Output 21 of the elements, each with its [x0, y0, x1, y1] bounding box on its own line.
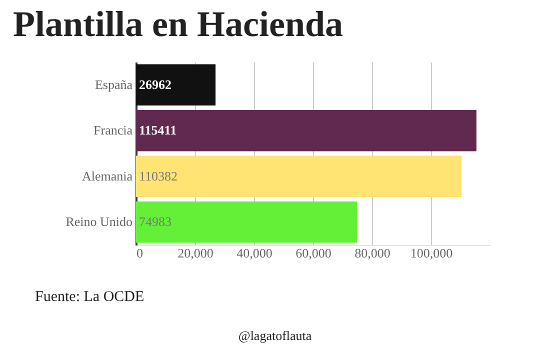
data-label: 74983 — [139, 214, 172, 230]
y-tick-label: Francia — [94, 122, 133, 138]
data-label: 115411 — [139, 122, 177, 138]
chart-title: Plantilla en Hacienda — [13, 4, 344, 44]
data-label: 110382 — [139, 168, 178, 184]
data-label: 26962 — [139, 76, 172, 92]
y-tick-label: Alemania — [82, 168, 133, 184]
y-tick-label: España — [94, 76, 133, 92]
source-note: Fuente: La OCDE — [35, 289, 144, 305]
text: @lagatoflauta — [238, 328, 312, 343]
x-tick-label: 80,000 — [354, 246, 390, 260]
bar — [136, 202, 358, 243]
bar — [136, 110, 476, 152]
x-tick-label: 40,000 — [236, 246, 272, 260]
bar — [136, 64, 216, 106]
x-tick-label: 0 — [136, 246, 143, 260]
x-tick-label: 20,000 — [178, 246, 214, 260]
bar — [136, 156, 462, 197]
x-tick-label: 60,000 — [296, 246, 332, 260]
y-tick-label: Reino Unido — [66, 214, 132, 230]
x-tick-label: 100,000 — [410, 246, 453, 260]
